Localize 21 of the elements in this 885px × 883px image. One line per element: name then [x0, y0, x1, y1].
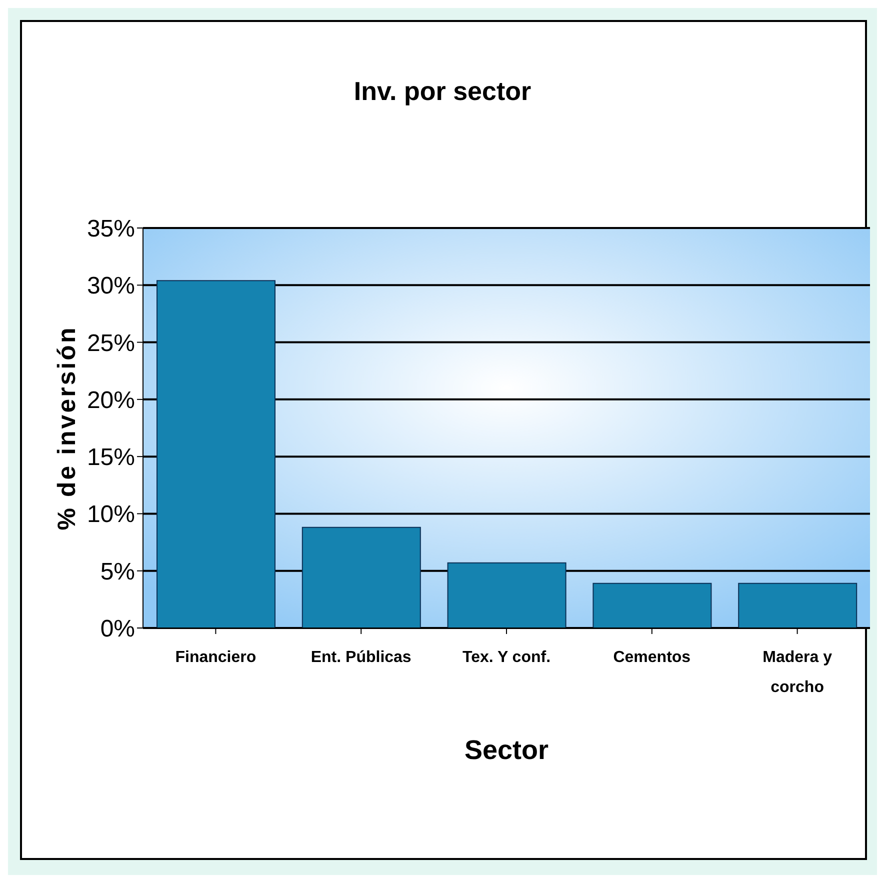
x-tick-label: Cementos	[613, 649, 691, 666]
y-tick-label: 10%	[86, 501, 135, 528]
y-tick-label: 20%	[86, 386, 135, 414]
y-tick-label: 30%	[86, 272, 135, 300]
x-tick-label: Tex. Y conf.	[462, 649, 551, 666]
bar	[156, 280, 276, 628]
y-tick-label: 5%	[100, 558, 135, 586]
bar	[592, 582, 712, 628]
y-tick-label: 15%	[86, 444, 135, 472]
x-tick-label: Ent. Públicas	[310, 649, 412, 666]
bar	[447, 562, 566, 628]
chart-title: Inv. por sector	[352, 76, 532, 107]
bar	[738, 582, 858, 628]
y-tick-label: 35%	[86, 216, 135, 243]
y-axis-title: % de inversión	[52, 326, 81, 530]
y-tick-label: 0%	[100, 616, 135, 643]
x-tick-label: Madera y corcho	[762, 649, 832, 696]
y-tick-label: 25%	[86, 330, 135, 357]
bar	[302, 526, 421, 628]
x-axis-title: Sector	[464, 735, 549, 766]
x-tick-label: Financiero	[175, 649, 256, 666]
